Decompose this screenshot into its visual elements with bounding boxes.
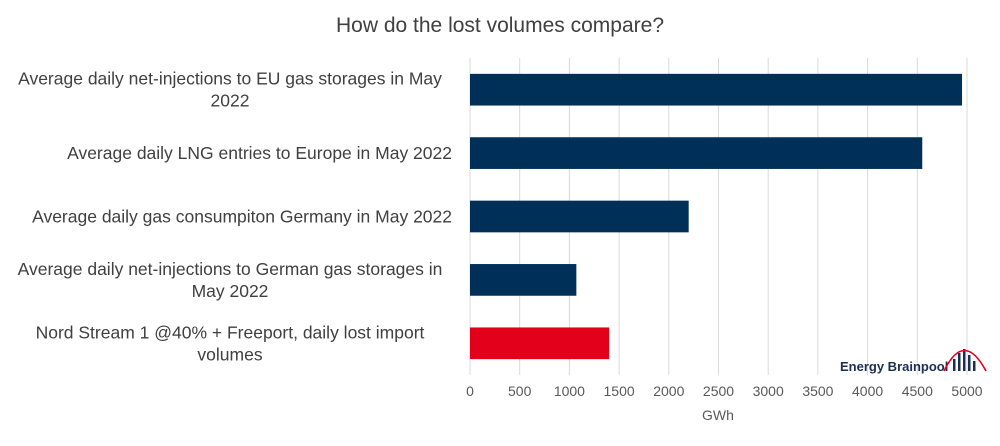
logo-bar: [963, 349, 966, 371]
x-tick-label: 1500: [604, 383, 635, 399]
category-label: Average daily net-injections to EU gas s…: [18, 69, 442, 89]
category-labels: Average daily net-injections to EU gas s…: [18, 69, 452, 365]
category-label: Average daily LNG entries to Europe in M…: [67, 143, 452, 163]
category-label: Average daily gas consumpiton Germany in…: [32, 207, 452, 227]
x-tick-label: 500: [508, 383, 532, 399]
category-label: 2022: [211, 91, 250, 111]
bar: [470, 73, 963, 106]
category-label: Average daily net-injections to German g…: [18, 259, 443, 279]
x-tick-label: 1000: [554, 383, 585, 399]
category-label: volumes: [197, 344, 262, 364]
bar: [470, 200, 689, 233]
logo-bar: [958, 353, 961, 371]
x-tick-label: 2500: [703, 383, 734, 399]
bar: [470, 327, 610, 360]
logo-bar: [968, 355, 971, 371]
logo-bar: [953, 359, 956, 371]
bar: [470, 137, 923, 169]
x-axis-ticks: 0 500 1000 1500 2000 2500 3000 3500 4000 4500 5000: [466, 383, 983, 399]
x-tick-label: 0: [466, 383, 474, 399]
category-label: Nord Stream 1 @40% + Freeport, daily los…: [36, 322, 425, 342]
x-tick-label: 2000: [653, 383, 684, 399]
logo-text: Energy Brainpool: [840, 359, 948, 374]
x-tick-label: 4500: [902, 383, 933, 399]
bars: [470, 73, 963, 360]
x-tick-label: 3500: [802, 383, 833, 399]
logo-arc: [943, 349, 987, 372]
x-tick-label: 4000: [852, 383, 883, 399]
x-tick-label: 5000: [951, 383, 982, 399]
energy-brainpool-logo: Energy Brainpool: [840, 349, 987, 374]
logo-bar: [973, 361, 976, 371]
logo-icon: [943, 349, 987, 372]
chart-title: How do the lost volumes compare?: [336, 14, 664, 37]
x-tick-label: 3000: [753, 383, 784, 399]
x-axis-title: GWh: [702, 407, 734, 423]
bar: [470, 264, 577, 296]
category-label: May 2022: [192, 281, 269, 301]
